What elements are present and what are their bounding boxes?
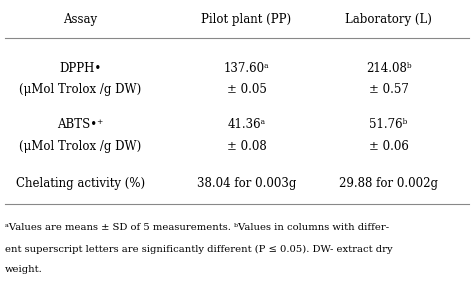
Text: 51.76ᵇ: 51.76ᵇ: [370, 118, 408, 131]
Text: weight.: weight.: [5, 265, 43, 274]
Text: 29.88 for 0.002g: 29.88 for 0.002g: [339, 177, 438, 190]
Text: Chelating activity (%): Chelating activity (%): [16, 177, 145, 190]
Text: 38.04 for 0.003g: 38.04 for 0.003g: [197, 177, 296, 190]
Text: ent superscript letters are significantly different (P ≤ 0.05). DW- extract dry: ent superscript letters are significantl…: [5, 245, 392, 254]
Text: ± 0.57: ± 0.57: [369, 83, 409, 96]
Text: Laboratory (L): Laboratory (L): [345, 13, 432, 26]
Text: ± 0.06: ± 0.06: [369, 140, 409, 153]
Text: (μMol Trolox /g DW): (μMol Trolox /g DW): [19, 140, 142, 153]
Text: ± 0.05: ± 0.05: [227, 83, 266, 96]
Text: 214.08ᵇ: 214.08ᵇ: [366, 61, 411, 75]
Text: DPPH•: DPPH•: [59, 61, 102, 75]
Text: ABTS•⁺: ABTS•⁺: [57, 118, 104, 131]
Text: ᵃValues are means ± SD of 5 measurements. ᵇValues in columns with differ-: ᵃValues are means ± SD of 5 measurements…: [5, 222, 389, 232]
Text: (μMol Trolox /g DW): (μMol Trolox /g DW): [19, 83, 142, 96]
Text: Pilot plant (PP): Pilot plant (PP): [201, 13, 292, 26]
Text: 41.36ᵃ: 41.36ᵃ: [228, 118, 265, 131]
Text: Assay: Assay: [64, 13, 98, 26]
Text: ± 0.08: ± 0.08: [227, 140, 266, 153]
Text: 137.60ᵃ: 137.60ᵃ: [224, 61, 269, 75]
